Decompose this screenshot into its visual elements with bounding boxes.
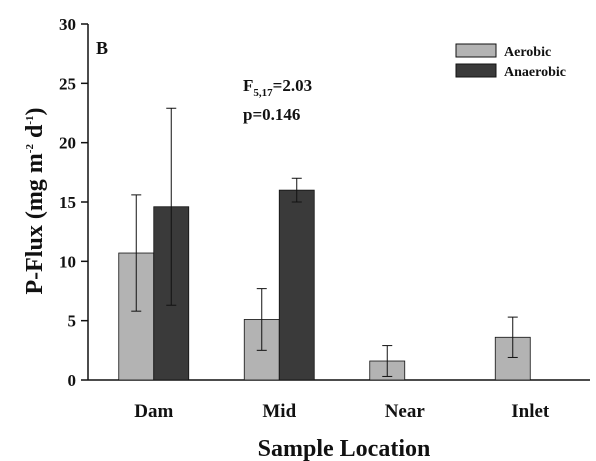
y-tick-label: 0 (68, 371, 77, 390)
f-value: =2.03 (273, 76, 312, 95)
y-axis-title-end: ) (22, 107, 48, 115)
x-tick-label: Near (385, 401, 426, 422)
y-axis-title: P-Flux (mg m-2 d-1) (22, 107, 48, 294)
panel-label: B (96, 38, 108, 58)
y-axis-title-exp2: -1 (24, 115, 36, 124)
y-axis-title-mid: d (22, 124, 48, 144)
legend-label-aerobic: Aerobic (504, 45, 551, 60)
y-axis-ticks: 0 5 10 15 20 25 30 (59, 15, 88, 390)
x-tick-label: Dam (134, 401, 173, 422)
f-degrees-of-freedom: 5,17 (253, 87, 273, 99)
y-tick-label: 10 (59, 252, 76, 271)
x-tick-label: Mid (262, 401, 296, 422)
legend-label-anaerobic: Anaerobic (504, 65, 566, 80)
stat-annotation: F5,17=2.03 p=0.146 (243, 76, 312, 124)
y-axis-title-exp1: -2 (24, 144, 36, 154)
x-axis-title: Sample Location (258, 436, 431, 461)
error-bars (131, 107, 518, 377)
legend-swatch-anaerobic (455, 63, 497, 78)
f-letter: F (243, 76, 253, 95)
legend-swatch-aerobic (455, 43, 497, 58)
legend: Aerobic Anaerobic (455, 43, 566, 80)
p-value: p=0.146 (243, 105, 300, 124)
f-statistic: F5,17=2.03 (243, 76, 312, 99)
bar-anaerobic (278, 189, 315, 381)
y-tick-label: 30 (59, 15, 76, 34)
x-tick-label: Inlet (511, 401, 550, 422)
y-axis-title-main: P-Flux (mg m (22, 153, 48, 294)
y-tick-label: 5 (68, 312, 77, 331)
bars (118, 189, 531, 381)
y-tick-label: 15 (59, 193, 76, 212)
y-tick-label: 20 (59, 134, 76, 153)
x-axis-categories: Dam Mid Near Inlet (134, 401, 550, 422)
y-tick-label: 25 (59, 74, 76, 93)
